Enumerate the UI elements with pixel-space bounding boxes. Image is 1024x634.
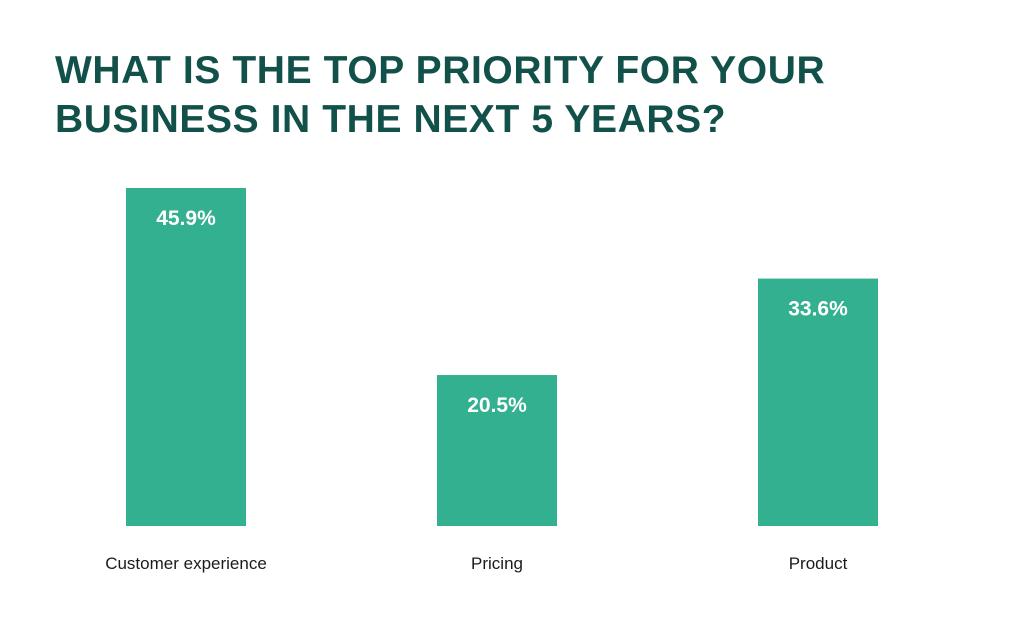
chart-title-line-1: WHAT IS THE TOP PRIORITY FOR YOUR [55,49,826,92]
chart-title-line-2: BUSINESS IN THE NEXT 5 YEARS? [55,98,727,141]
bar-pricing [437,375,557,526]
bar-customer-experience [126,188,246,526]
bar-product [758,278,878,526]
category-label: Customer experience [105,554,267,573]
bar-value-label: 45.9% [156,207,216,230]
category-label: Product [789,554,848,573]
bar-value-label: 20.5% [467,394,527,417]
category-label: Pricing [471,554,523,573]
chart-title: WHAT IS THE TOP PRIORITY FOR YOUR BUSINE… [55,46,955,144]
bar-value-label: 33.6% [788,298,848,321]
